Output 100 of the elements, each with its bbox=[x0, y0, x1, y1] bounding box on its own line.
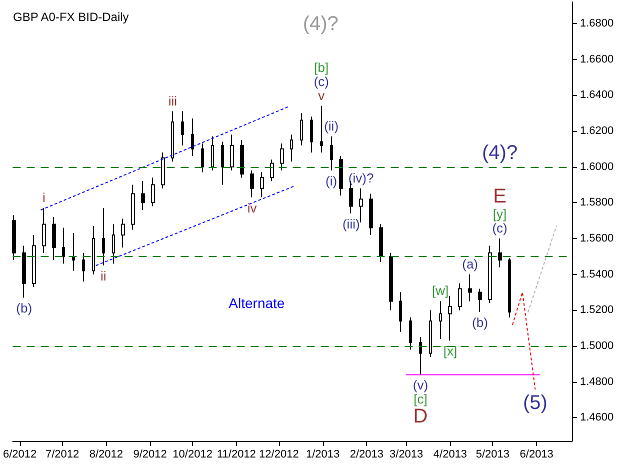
annotation: (5) bbox=[522, 392, 548, 414]
candlestick bbox=[429, 310, 432, 358]
x-tick-label: 8/2012 bbox=[89, 448, 124, 460]
candlestick bbox=[419, 336, 422, 376]
candlestick bbox=[389, 252, 393, 311]
candlestick bbox=[191, 118, 194, 157]
annotation: [c] bbox=[414, 392, 428, 407]
y-tick-label: 1.4800 bbox=[580, 376, 614, 388]
annotation: iii bbox=[168, 93, 178, 108]
candlestick bbox=[468, 274, 472, 302]
candlestick bbox=[339, 156, 343, 196]
annotation: (4)? bbox=[302, 13, 338, 35]
candlestick bbox=[151, 177, 155, 207]
candlestick bbox=[181, 110, 184, 146]
annotation: ii bbox=[100, 268, 106, 284]
candlestick bbox=[12, 214, 16, 261]
annotation: (iii) bbox=[342, 216, 360, 232]
annotation: (a) bbox=[462, 256, 478, 272]
x-tick-label: 2/2013 bbox=[350, 448, 384, 460]
annotation: E bbox=[493, 186, 506, 208]
annotation: (c) bbox=[314, 74, 329, 89]
x-tick-label: 11/2012 bbox=[216, 448, 256, 460]
x-tick-label: 6/2012 bbox=[2, 448, 37, 460]
candlestick bbox=[478, 288, 482, 312]
candlestick bbox=[260, 172, 264, 198]
annotation: (v) bbox=[412, 378, 428, 393]
candlestick bbox=[498, 238, 502, 268]
x-tick-label: 3/2013 bbox=[390, 448, 424, 460]
candlestick bbox=[171, 110, 174, 162]
annotation: (b) bbox=[16, 300, 32, 316]
candlestick bbox=[240, 139, 244, 178]
candlestick bbox=[62, 227, 65, 264]
candlestick bbox=[369, 193, 373, 236]
candlestick bbox=[42, 208, 46, 254]
y-tick-label: 1.5400 bbox=[580, 268, 614, 280]
y-tick-label: 1.6200 bbox=[580, 125, 614, 138]
candlestick bbox=[409, 316, 412, 350]
annotation: (b) bbox=[472, 314, 488, 330]
candlestick bbox=[141, 180, 145, 210]
y-tick-label: 1.5200 bbox=[580, 304, 614, 316]
annotation: (i) bbox=[326, 173, 338, 188]
candlestick bbox=[250, 170, 254, 198]
candlestick bbox=[399, 292, 402, 332]
candlestick bbox=[221, 141, 224, 186]
annotation: (c) bbox=[492, 220, 508, 236]
candlestick bbox=[131, 184, 135, 230]
y-tick-label: 1.6400 bbox=[580, 89, 614, 102]
candlestick bbox=[102, 208, 105, 266]
candlestick bbox=[290, 134, 293, 162]
candlestick bbox=[201, 143, 204, 173]
candlestick bbox=[379, 224, 383, 262]
y-tick-label: 1.5600 bbox=[580, 232, 614, 245]
annotation: [b] bbox=[314, 60, 329, 75]
candlestick bbox=[270, 159, 274, 182]
annotation: [y] bbox=[492, 206, 507, 222]
x-tick-label: 1/2013 bbox=[306, 448, 340, 460]
candlestick bbox=[112, 224, 115, 264]
annotation: iv bbox=[247, 200, 258, 216]
x-tick-label: 7/2012 bbox=[45, 448, 80, 460]
y-tick-label: 1.4600 bbox=[580, 412, 614, 424]
x-tick-label: 10/2012 bbox=[172, 448, 212, 460]
annotation: Alternate bbox=[228, 295, 285, 311]
candlestick bbox=[72, 232, 75, 272]
candlestick bbox=[330, 136, 333, 171]
candlestick bbox=[300, 112, 303, 146]
y-tick-label: 1.5800 bbox=[580, 196, 614, 209]
candlestick bbox=[488, 245, 492, 304]
candlestick bbox=[359, 188, 363, 223]
annotation: [x] bbox=[443, 344, 458, 359]
candlestick bbox=[320, 105, 323, 154]
y-tick-label: 1.6600 bbox=[580, 53, 614, 66]
candlestick bbox=[230, 134, 234, 171]
x-tick-label: 6/2013 bbox=[520, 448, 554, 460]
annotation: [w] bbox=[432, 283, 449, 298]
annotation: (iv)? bbox=[348, 170, 374, 186]
annotation: i bbox=[42, 190, 46, 206]
candlestick bbox=[92, 225, 95, 275]
candlestick bbox=[161, 152, 165, 189]
x-tick-label: 12/2012 bbox=[259, 448, 299, 460]
x-tick-label: 4/2013 bbox=[433, 448, 468, 460]
y-tick-label: 1.6800 bbox=[580, 18, 614, 30]
candlestick bbox=[458, 282, 462, 311]
annotation: D bbox=[413, 406, 428, 428]
candlestick bbox=[310, 116, 313, 154]
candlestick bbox=[52, 216, 56, 261]
x-tick-label: 5/2013 bbox=[476, 448, 510, 460]
annotation: (ii) bbox=[324, 118, 339, 134]
candlestick bbox=[508, 258, 511, 318]
candlestick bbox=[439, 300, 442, 340]
candlestick bbox=[448, 295, 452, 342]
candlestick bbox=[82, 252, 85, 282]
annotation: v bbox=[318, 88, 326, 103]
y-tick-label: 1.6000 bbox=[580, 160, 614, 173]
candlestick bbox=[32, 234, 36, 288]
candlestick bbox=[22, 245, 26, 298]
y-tick-label: 1.5000 bbox=[580, 340, 614, 352]
candlestick bbox=[280, 143, 284, 171]
annotation: (4)? bbox=[482, 142, 518, 164]
candlestick bbox=[121, 218, 125, 248]
x-tick-label: 9/2012 bbox=[133, 448, 167, 460]
